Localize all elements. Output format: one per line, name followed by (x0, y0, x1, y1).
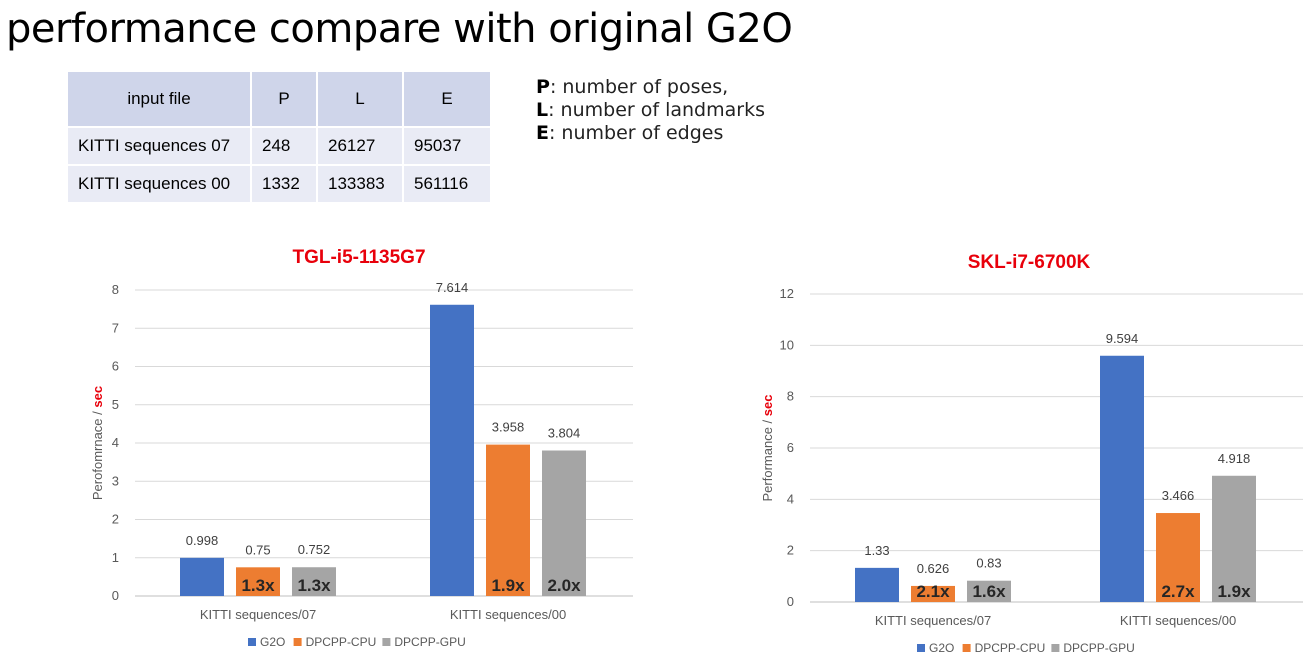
legend-label: G2O (260, 635, 285, 649)
data-label: 0.626 (917, 561, 950, 576)
y-axis-title: Perofomrnace / sec (90, 386, 105, 500)
y-axis-title: Performance / sec (760, 395, 775, 502)
legend-label: G2O (929, 641, 954, 655)
table-row: KITTI sequences 00 1332 133383 561116 (68, 166, 490, 202)
y-tick-label: 8 (112, 282, 119, 297)
legend-label: DPCPP-GPU (1063, 641, 1134, 655)
chart-title: TGL-i5-1135G7 (292, 247, 425, 268)
bar (542, 450, 586, 596)
table-cell: KITTI sequences 00 (68, 166, 250, 202)
table-header: P (252, 72, 316, 126)
note-key: P (536, 76, 550, 98)
bar (1156, 513, 1200, 602)
chart-title: SKL-i7-6700K (968, 252, 1091, 273)
table-row: KITTI sequences 07 248 26127 95037 (68, 128, 490, 164)
data-label: 9.594 (1106, 331, 1139, 346)
bar (1100, 355, 1144, 602)
note-line: L: number of landmarks (536, 99, 765, 122)
bar (855, 567, 899, 602)
y-tick-label: 7 (112, 320, 119, 335)
y-tick-label: 4 (787, 491, 794, 506)
legend-swatch (1051, 644, 1060, 652)
note-line: P: number of poses, (536, 76, 765, 99)
input-table: input file P L E KITTI sequences 07 248 … (66, 70, 492, 204)
y-tick-label: 6 (112, 359, 119, 374)
table-cell: KITTI sequences 07 (68, 128, 250, 164)
bar (430, 304, 474, 596)
note-key: L (536, 99, 549, 121)
y-tick-label: 6 (787, 440, 794, 455)
y-tick-label: 1 (112, 550, 119, 565)
legend-swatch (293, 638, 302, 646)
bar (911, 585, 955, 602)
table-cell: 26127 (318, 128, 402, 164)
data-label: 0.752 (298, 542, 331, 557)
table-cell: 1332 (252, 166, 316, 202)
bar (967, 580, 1011, 602)
slide-title: performance compare with original G2O (6, 6, 793, 52)
data-label: 4.918 (1218, 451, 1251, 466)
data-label: 0.998 (186, 533, 219, 548)
y-tick-label: 10 (780, 337, 794, 352)
data-label: 0.83 (976, 556, 1001, 571)
legend-swatch (248, 638, 256, 646)
x-tick-label: KITTI sequences/07 (875, 613, 991, 628)
speedup-label: 2.7x (1161, 582, 1195, 601)
note-line: E: number of edges (536, 122, 765, 145)
table-header: L (318, 72, 402, 126)
y-tick-label: 0 (112, 588, 119, 603)
legend-label: DPCPP-GPU (394, 635, 465, 649)
data-label: 3.466 (1162, 488, 1195, 503)
speedup-label: 2.0x (547, 576, 581, 595)
x-tick-label: KITTI sequences/07 (200, 607, 316, 622)
speedup-label: 1.3x (241, 576, 275, 595)
speedup-label: 1.9x (491, 576, 525, 595)
note-text: : number of edges (548, 122, 724, 144)
table-header: E (404, 72, 490, 126)
data-label: 7.614 (436, 280, 469, 295)
y-tick-label: 0 (787, 594, 794, 609)
note-text: : number of landmarks (548, 99, 765, 121)
y-tick-label: 2 (112, 512, 119, 527)
y-tick-label: 4 (112, 435, 119, 450)
data-label: 3.958 (492, 420, 525, 435)
data-label: 1.33 (864, 543, 889, 558)
bar (180, 557, 224, 596)
table-cell: 133383 (318, 166, 402, 202)
legend-label: DPCPP-CPU (306, 635, 377, 649)
table-cell: 561116 (404, 166, 490, 202)
speedup-label: 2.1x (916, 582, 950, 601)
legend-swatch (382, 638, 391, 646)
note-text: : number of poses, (549, 76, 729, 98)
speedup-label: 1.3x (297, 576, 331, 595)
x-tick-label: KITTI sequences/00 (1120, 613, 1236, 628)
y-tick-label: 5 (112, 397, 119, 412)
table-header: input file (68, 72, 250, 126)
y-tick-label: 2 (787, 543, 794, 558)
y-tick-label: 3 (112, 473, 119, 488)
y-tick-label: 8 (787, 389, 794, 404)
speedup-label: 1.9x (1217, 582, 1251, 601)
y-tick-label: 12 (780, 286, 794, 301)
note-key: E (536, 122, 549, 144)
bar (486, 444, 530, 596)
column-legend: P: number of poses, L: number of landmar… (536, 76, 765, 145)
table-cell: 95037 (404, 128, 490, 164)
legend-swatch (917, 644, 925, 652)
speedup-label: 1.6x (972, 582, 1006, 601)
x-tick-label: KITTI sequences/00 (450, 607, 566, 622)
table-header-row: input file P L E (68, 72, 490, 126)
table-cell: 248 (252, 128, 316, 164)
data-label: 3.804 (548, 425, 581, 440)
legend-label: DPCPP-CPU (975, 641, 1046, 655)
bar (1212, 475, 1256, 602)
bar (236, 567, 280, 596)
legend-swatch (962, 644, 971, 652)
data-label: 0.75 (245, 542, 270, 557)
bar (292, 567, 336, 596)
